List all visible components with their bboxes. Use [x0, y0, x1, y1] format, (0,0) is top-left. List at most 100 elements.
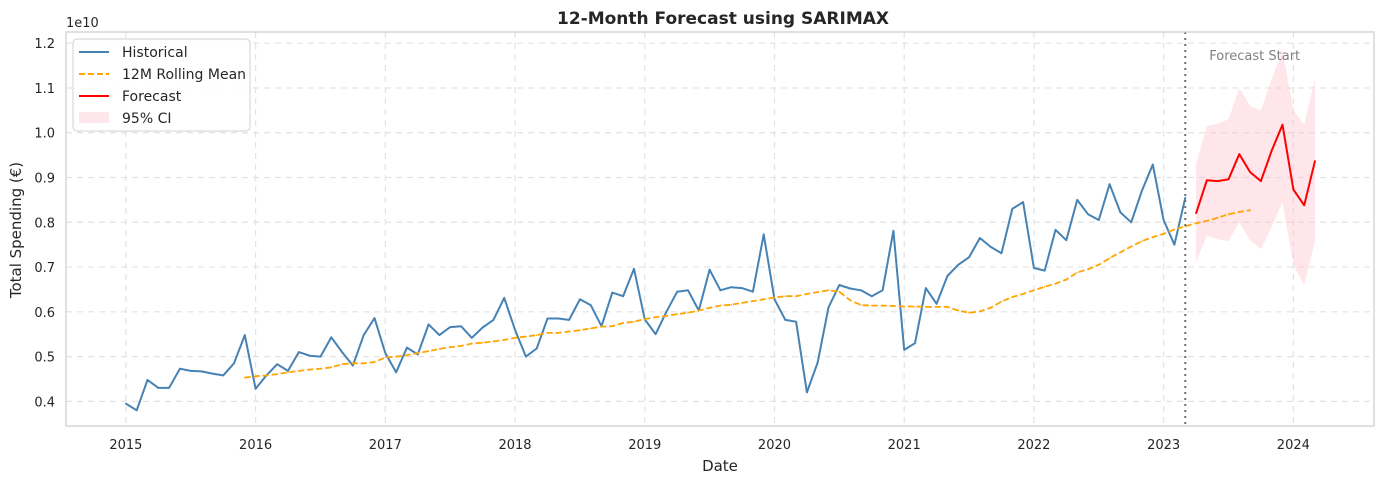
data-point: [622, 295, 624, 298]
data-point: [838, 290, 841, 293]
data-point: [579, 329, 581, 332]
data-point: [989, 307, 992, 309]
data-point: [849, 287, 851, 290]
data-point: [795, 320, 797, 323]
data-point: [752, 300, 754, 302]
data-point: [1216, 180, 1219, 182]
data-point: [298, 370, 300, 372]
data-point: [1206, 220, 1208, 222]
data-point: [427, 350, 430, 353]
x-tick-label: 2024: [1277, 438, 1310, 453]
data-point: [730, 286, 732, 289]
data-point: [471, 337, 473, 339]
data-point: [460, 345, 462, 347]
x-tick-label: 2016: [239, 438, 272, 453]
data-point: [871, 295, 873, 298]
data-point: [200, 370, 203, 373]
data-point: [1184, 196, 1187, 199]
data-point: [330, 336, 333, 339]
data-point: [568, 319, 570, 321]
data-point: [492, 319, 495, 321]
data-point: [557, 332, 560, 334]
data-point: [1119, 211, 1122, 214]
data-point: [752, 290, 754, 293]
data-point: [806, 293, 808, 295]
annotation-layer: Forecast Start: [1184, 32, 1300, 426]
data-point: [1098, 264, 1100, 266]
series-layer: [125, 123, 1316, 412]
data-point: [827, 306, 830, 309]
data-point: [935, 303, 938, 305]
tick-labels: 2015 2016 2017 2018 2019 2020 2021 2022 2023 2024…: [34, 37, 1310, 453]
data-point: [460, 325, 462, 328]
data-point: [1238, 153, 1241, 155]
y-tick-label: 1.2: [34, 37, 55, 52]
data-point: [125, 402, 127, 405]
data-point: [276, 363, 279, 366]
data-point: [644, 318, 646, 320]
data-point: [546, 332, 549, 334]
data-point: [481, 341, 484, 344]
data-point: [535, 347, 538, 350]
data-point: [1033, 267, 1035, 269]
data-point: [471, 342, 473, 345]
data-point: [287, 371, 289, 374]
data-point: [1054, 229, 1057, 231]
data-point: [946, 275, 949, 277]
data-point: [222, 374, 224, 377]
x-tick-label: 2017: [369, 438, 402, 453]
data-point: [589, 304, 592, 306]
data-point: [525, 355, 527, 358]
data-point: [233, 362, 235, 365]
x-tick-label: 2022: [1017, 438, 1050, 453]
y-tick-label: 0.6: [34, 306, 55, 321]
data-point: [1033, 289, 1035, 292]
data-point: [492, 340, 495, 343]
data-point: [298, 351, 300, 353]
data-point: [957, 264, 959, 266]
data-point: [254, 388, 257, 390]
y-tick-label: 1.0: [34, 127, 55, 142]
data-point: [546, 317, 549, 320]
data-point: [373, 361, 376, 363]
data-point: [135, 409, 138, 412]
data-point: [1000, 252, 1003, 254]
data-point: [1292, 188, 1295, 191]
data-point: [514, 328, 516, 331]
data-point: [654, 316, 657, 319]
data-point: [622, 322, 624, 324]
data-point: [417, 352, 419, 354]
data-point: [676, 313, 678, 315]
confidence-band-layer: [1196, 49, 1315, 286]
data-point: [308, 354, 311, 357]
data-point: [308, 368, 311, 371]
y-axis-label: Total Spending (€): [7, 162, 25, 299]
data-point: [589, 327, 592, 330]
grid: [66, 32, 1374, 426]
data-point: [244, 334, 246, 336]
data-point: [676, 290, 678, 293]
data-point: [784, 295, 787, 298]
data-point: [741, 302, 743, 304]
y-tick-label: 0.7: [34, 261, 55, 276]
data-point: [719, 289, 722, 292]
data-point: [1119, 251, 1122, 254]
data-point: [881, 289, 884, 292]
data-point: [1173, 243, 1176, 246]
data-point: [373, 317, 376, 319]
data-point: [1162, 219, 1165, 221]
data-point: [968, 311, 970, 314]
data-point: [903, 349, 905, 351]
x-tick-label: 2019: [628, 438, 661, 453]
data-point: [449, 346, 452, 349]
legend-label: 12M Rolling Mean: [122, 67, 246, 83]
y-offset-label: 1e10: [66, 16, 99, 31]
data-point: [503, 297, 506, 299]
data-point: [1011, 208, 1014, 210]
x-tick-label: 2018: [498, 438, 531, 453]
data-point: [244, 376, 246, 379]
x-axis-label: Date: [702, 457, 738, 475]
data-point: [719, 304, 722, 307]
legend-box: [72, 38, 251, 132]
